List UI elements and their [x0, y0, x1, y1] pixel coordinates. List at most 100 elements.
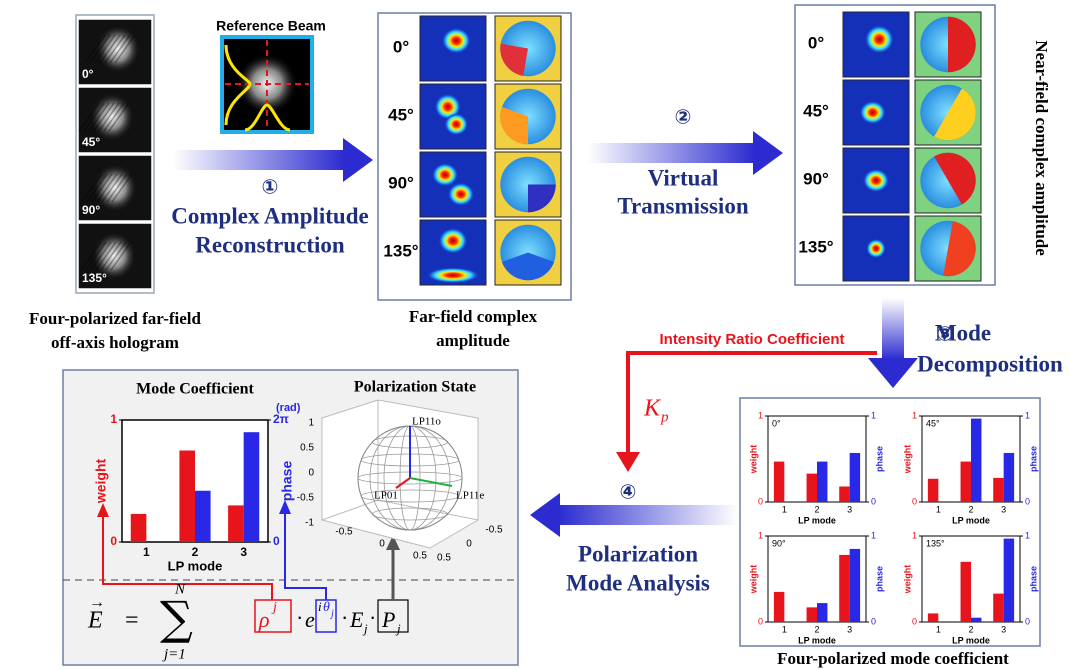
x-tick-label: 2 — [968, 624, 973, 634]
chart-label: 45° — [926, 418, 940, 428]
y-axis-label: weight — [902, 445, 912, 475]
arrow — [173, 150, 345, 170]
y2-axis-label: phase — [1028, 566, 1038, 592]
formula-rho: ρ — [258, 607, 270, 632]
y2-axis-label: phase — [279, 461, 295, 502]
z-tick-label: 0 — [308, 468, 314, 479]
caption: Four-polarized mode coefficient — [777, 649, 1009, 668]
angle-label: 135° — [798, 237, 833, 256]
formula-theta: θ — [323, 600, 330, 615]
bar — [1004, 453, 1014, 502]
bar — [195, 491, 211, 542]
z-tick-label: 0.5 — [300, 443, 314, 454]
y2-tick-label: 0 — [1025, 616, 1030, 626]
x-tick-label: 0 — [379, 539, 385, 550]
caption: Near-field complex amplitude — [1032, 40, 1051, 256]
y-axis-label: weight — [748, 565, 758, 595]
bar — [961, 462, 971, 502]
intensity-spot — [863, 169, 889, 192]
y2-tick-label: 2π — [273, 412, 289, 426]
x-axis-label: LP mode — [952, 635, 990, 645]
hologram-spot — [90, 93, 134, 141]
formula-lhs: E — [87, 608, 103, 634]
y-axis-label: weight — [902, 565, 912, 595]
step-label: Transmission — [617, 193, 748, 218]
y2-tick-label: 1 — [1025, 530, 1030, 540]
chart-label: 135° — [926, 538, 945, 548]
chart-title: Polarization State — [354, 379, 476, 396]
step-number: ① — [262, 175, 279, 199]
bar — [807, 474, 817, 502]
bar — [961, 562, 971, 622]
step-number: ② — [675, 105, 692, 129]
y2-axis-label: phase — [1028, 446, 1038, 472]
y-tick-label: 0 — [912, 496, 917, 506]
y-tick-label: 0.5 — [437, 553, 451, 564]
formula-upper: N — [174, 581, 186, 597]
angle-label: 0° — [82, 67, 94, 81]
y-tick-label: 0 — [758, 616, 763, 626]
formula-sum: ∑ — [160, 591, 193, 645]
formula-field: E — [349, 607, 364, 632]
chart-label: 0° — [772, 418, 781, 428]
reference-beam-label: Reference Beam — [216, 18, 326, 34]
angle-label: 135° — [82, 271, 107, 285]
bar — [131, 514, 147, 542]
y-tick-label: 1 — [758, 530, 763, 540]
intensity-spot — [865, 25, 894, 54]
x-tick-label: -0.5 — [335, 527, 353, 538]
intensity-spot — [432, 163, 458, 186]
x-tick-label: 1 — [782, 624, 787, 634]
bar — [971, 618, 981, 622]
bar — [774, 462, 784, 502]
angle-label: 90° — [803, 169, 829, 188]
y-tick-label: 1 — [912, 530, 917, 540]
y-tick-label: 0 — [912, 616, 917, 626]
z-tick-label: 1 — [308, 418, 314, 429]
x-axis-label: LP mode — [798, 515, 836, 525]
chart-label: 90° — [772, 538, 786, 548]
intensity-spot — [427, 267, 480, 283]
y2-tick-label: 0 — [273, 534, 280, 548]
y-axis-label: weight — [748, 445, 758, 475]
angle-label: 135° — [383, 241, 418, 260]
x-tick-label: 2 — [192, 545, 199, 559]
x-tick-label: 2 — [814, 504, 819, 514]
formula-pol: P — [381, 607, 395, 632]
bar — [993, 594, 1003, 622]
angle-label: 90° — [82, 203, 100, 217]
arrow — [882, 298, 904, 360]
intensity-spot — [442, 28, 471, 54]
angle-label: 45° — [803, 101, 829, 120]
bar — [774, 592, 784, 622]
x-tick-label: 2 — [814, 624, 819, 634]
axis-label: LP11e — [456, 490, 484, 502]
x-tick-label: 3 — [1001, 624, 1006, 634]
y-tick-label: 1 — [758, 410, 763, 420]
y2-tick-label: 1 — [1025, 410, 1030, 420]
bar — [1004, 539, 1014, 622]
caption: off-axis hologram — [51, 333, 179, 352]
x-tick-label: 3 — [240, 545, 247, 559]
y2-tick-label: 0 — [871, 616, 876, 626]
x-tick-label: 1 — [936, 624, 941, 634]
bar — [993, 478, 1003, 502]
formula-exp: e — [305, 607, 315, 632]
x-tick-label: 3 — [847, 624, 852, 634]
bar — [850, 549, 860, 622]
formula-dot: · — [341, 604, 348, 629]
angle-label: 45° — [388, 105, 414, 124]
axis-label: LP01 — [374, 490, 398, 502]
kp-symbol: K — [643, 396, 662, 422]
y-axis-label: weight — [93, 459, 109, 505]
step-label: Virtual — [648, 165, 719, 190]
caption: Four-polarized far-field — [29, 309, 202, 328]
bar — [839, 487, 849, 502]
step-label: Mode — [935, 320, 991, 345]
bar — [244, 432, 260, 542]
bar — [928, 613, 938, 622]
intensity-spot — [860, 101, 886, 124]
angle-label: 0° — [808, 33, 824, 52]
x-axis-label: LP mode — [952, 515, 990, 525]
bar — [179, 451, 195, 543]
